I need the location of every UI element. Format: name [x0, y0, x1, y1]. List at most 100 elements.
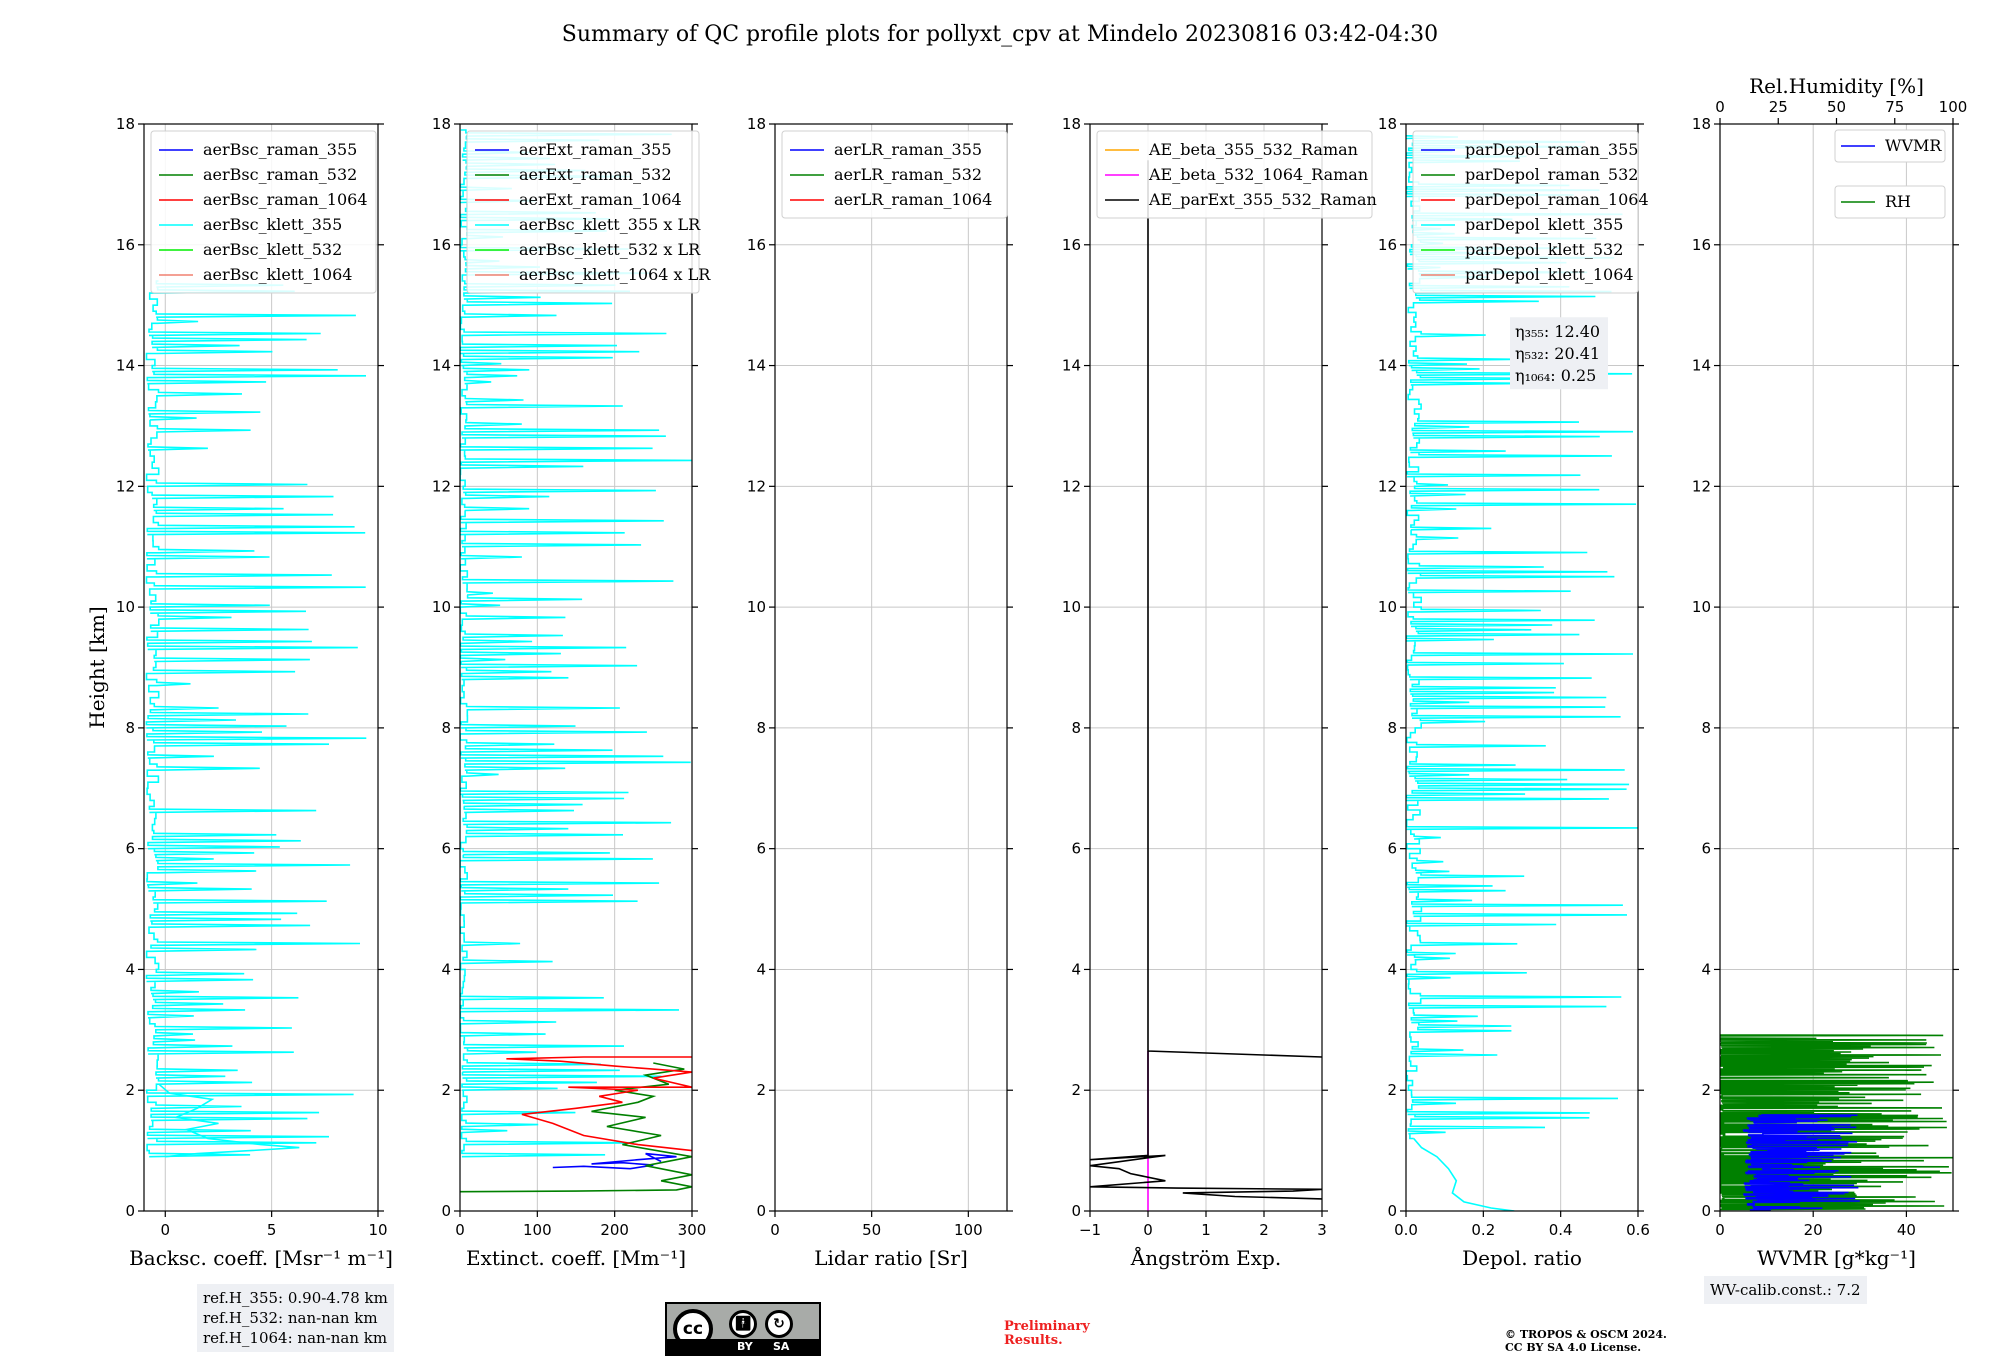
y-tick-label: 0 [756, 1202, 766, 1220]
series-wvmr [1742, 1114, 1860, 1211]
legend: parDepol_raman_355 parDepol_raman_532 parD… [1412, 130, 1649, 294]
y-tick-label: 2 [1071, 1081, 1081, 1099]
x-tick-label: 2 [1259, 1221, 1269, 1239]
x-tick-label: 0 [1715, 1221, 1725, 1239]
y-tick-label: 16 [432, 236, 451, 254]
x-tick-label: 0 [1143, 1221, 1153, 1239]
y-tick-label: 16 [116, 236, 135, 254]
eta-annotation: η₃₅₅: 12.40 η₅₃₂: 20.41 η₁₀₆₄: 0.25 [1510, 317, 1608, 390]
x-tick-label: 0 [770, 1221, 780, 1239]
x-axis-label: Lidar ratio [Sr] [814, 1246, 968, 1270]
panel-ext: 0 2 4 6 8 10 12 14 16 18 0 100 200 300 Extinct. coeff.… [432, 115, 711, 1270]
y-tick-label: 2 [441, 1081, 451, 1099]
x-tick-label: −1 [1079, 1221, 1101, 1239]
y-tick-label: 4 [1071, 960, 1081, 978]
y-tick-label: 0 [125, 1202, 135, 1220]
x-tick-label: 3 [1317, 1221, 1327, 1239]
y-tick-label: 12 [1378, 477, 1397, 495]
x-tick-label: 20 [1804, 1221, 1823, 1239]
y-tick-label: 4 [125, 960, 135, 978]
copyright-line-1: © TROPOS & OSCM 2024. [1505, 1328, 1667, 1341]
top-tick-label: 50 [1827, 98, 1846, 116]
legend-label: aerBsc_klett_532 x LR [519, 240, 701, 259]
series-aerbsc-klett-355-near-range- [158, 1083, 300, 1158]
y-tick-label: 6 [756, 840, 766, 858]
x-tick-label: 10 [368, 1221, 387, 1239]
y-tick-label: 2 [1387, 1081, 1397, 1099]
y-tick-label: 8 [125, 719, 135, 737]
legend-label: parDepol_klett_355 [1465, 215, 1623, 234]
legend-label: aerBsc_klett_355 x LR [519, 215, 701, 234]
y-tick-label: 4 [441, 960, 451, 978]
sa-label: SA [773, 1340, 790, 1353]
y-tick-label: 18 [747, 115, 766, 133]
y-tick-label: 18 [116, 115, 135, 133]
top-tick-label: 75 [1885, 98, 1904, 116]
y-tick-label: 12 [432, 477, 451, 495]
y-tick-label: 8 [1071, 719, 1081, 737]
y-tick-label: 8 [756, 719, 766, 737]
x-axis-label: Ångström Exp. [1130, 1245, 1281, 1270]
legend-label: aerBsc_klett_532 [203, 240, 342, 259]
x-axis-label: Backsc. coeff. [Msr⁻¹ m⁻¹] [129, 1246, 393, 1270]
x-axis-label: Extinct. coeff. [Mm⁻¹] [466, 1246, 686, 1270]
series-aerext-raman-532 [460, 1062, 692, 1193]
eta-line: η₃₅₅: 12.40 [1515, 322, 1600, 341]
y-tick-label: 6 [125, 840, 135, 858]
y-tick-label: 2 [125, 1081, 135, 1099]
y-tick-label: 0 [441, 1202, 451, 1220]
legend: aerBsc_raman_355 aerBsc_raman_532 aerBsc_r… [150, 130, 377, 294]
legend-label: aerBsc_klett_355 [203, 215, 342, 234]
series-aerext-raman-355 [552, 1152, 677, 1170]
y-tick-label: 10 [1378, 598, 1397, 616]
legend-label: parDepol_raman_532 [1465, 165, 1638, 184]
y-tick-label: 16 [1062, 236, 1081, 254]
legend-wvmr: WVMR [1834, 129, 1946, 163]
y-tick-label: 18 [1062, 115, 1081, 133]
x-axis-label: Depol. ratio [1462, 1246, 1582, 1270]
y-tick-label: 4 [1701, 960, 1711, 978]
y-tick-label: 14 [432, 357, 451, 375]
x-tick-label: 40 [1897, 1221, 1916, 1239]
series-aerbsc-klett-355 [145, 280, 367, 1158]
y-tick-label: 14 [1378, 357, 1397, 375]
x-tick-label: 100 [954, 1221, 983, 1239]
x-tick-label: 0.4 [1549, 1221, 1573, 1239]
attribution-icon: 🚹︎ [729, 1310, 757, 1338]
y-tick-label: 10 [432, 598, 451, 616]
y-tick-label: 10 [116, 598, 135, 616]
y-tick-label: 14 [1692, 357, 1711, 375]
legend-label: parDepol_klett_532 [1465, 240, 1623, 259]
legend-label: aerLR_raman_532 [834, 165, 982, 184]
legend-label: aerBsc_klett_1064 [203, 265, 352, 284]
legend-label: aerBsc_raman_532 [203, 165, 357, 184]
y-tick-label: 6 [441, 840, 451, 858]
preliminary-line-1: Preliminary [1004, 1319, 1090, 1334]
x-tick-label: 0.2 [1471, 1221, 1495, 1239]
legend: aerLR_raman_355 aerLR_raman_532 aerLR_rama… [781, 130, 1008, 219]
legend-label: WVMR [1885, 136, 1942, 155]
y-tick-label: 14 [1062, 357, 1081, 375]
x-tick-label: 1 [1201, 1221, 1211, 1239]
panel-depol: 0 2 4 6 8 10 12 14 16 18 0.0 0.2 0.4 0.6 Depol. ratio p… [1378, 115, 1650, 1270]
x-tick-label: 100 [523, 1221, 552, 1239]
legend-label: aerBsc_raman_1064 [203, 190, 368, 209]
ref-height-355: ref.H_355: 0.90-4.78 km [203, 1289, 388, 1307]
y-tick-label: 12 [116, 477, 135, 495]
y-tick-label: 14 [747, 357, 766, 375]
legend-label: AE_beta_355_532_Raman [1148, 140, 1358, 159]
legend: aerExt_raman_355 aerExt_raman_532 aerExt_r… [466, 130, 711, 294]
axes-frame [1405, 123, 1639, 1212]
legend-label: parDepol_raman_1064 [1465, 190, 1649, 209]
y-tick-label: 10 [1692, 598, 1711, 616]
legend-label: aerLR_raman_355 [834, 140, 982, 159]
y-tick-label: 10 [1062, 598, 1081, 616]
axes-frame [143, 123, 379, 1212]
cc-by-sa-license-badge: cc 🚹︎ ↻ BY SA [665, 1302, 821, 1356]
y-tick-label: 12 [747, 477, 766, 495]
top-tick-label: 100 [1939, 98, 1968, 116]
wv-calib-note: WV-calib.const.: 7.2 [1704, 1276, 1867, 1304]
y-axis-label: Height [km] [85, 606, 109, 728]
